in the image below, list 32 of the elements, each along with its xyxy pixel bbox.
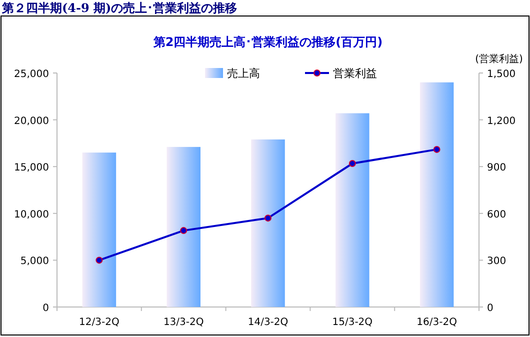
x-tick-label: 14/3-2Q — [248, 317, 288, 328]
bar — [251, 139, 285, 307]
bar — [166, 146, 200, 307]
y-tick-label: 5,000 — [20, 256, 49, 268]
y2-tick-label: 0 — [487, 303, 494, 314]
y-tick-label: 15,000 — [14, 162, 49, 174]
y2-tick-label: 1,200 — [487, 116, 516, 127]
bar — [82, 152, 116, 307]
chart-subtitle: 第2四半期売上高･営業利益の推移(百万円) — [152, 35, 383, 49]
legend-label: 営業利益 — [333, 67, 377, 80]
y2-tick-label: 600 — [487, 209, 506, 220]
point — [96, 256, 103, 264]
y2-axis-title: (営業利益) — [475, 53, 523, 65]
y2-tick-label: 300 — [487, 256, 506, 268]
x-tick-label: 15/3-2Q — [332, 317, 373, 328]
x-tick-label: 12/3-2Q — [79, 317, 120, 328]
bar — [336, 113, 370, 307]
y-tick-label: 0 — [42, 303, 49, 314]
y2-tick-label: 900 — [487, 162, 506, 174]
y-tick-label: 10,000 — [14, 209, 49, 220]
point — [180, 227, 188, 234]
point — [433, 146, 440, 153]
y-tick-label: 25,000 — [14, 69, 49, 80]
bar — [420, 82, 454, 307]
point — [348, 160, 356, 167]
point — [264, 214, 272, 222]
x-tick-label: 16/3-2Q — [416, 317, 458, 328]
x-tick-label: 13/3-2Q — [163, 317, 204, 328]
y-tick-label: 20,000 — [14, 116, 49, 127]
chart-title: 第２四半期(4-9 期)の売上･営業利益の推移 — [1, 1, 238, 15]
legend-label: 売上高 — [227, 67, 260, 80]
y2-tick-label: 1,500 — [487, 69, 516, 80]
